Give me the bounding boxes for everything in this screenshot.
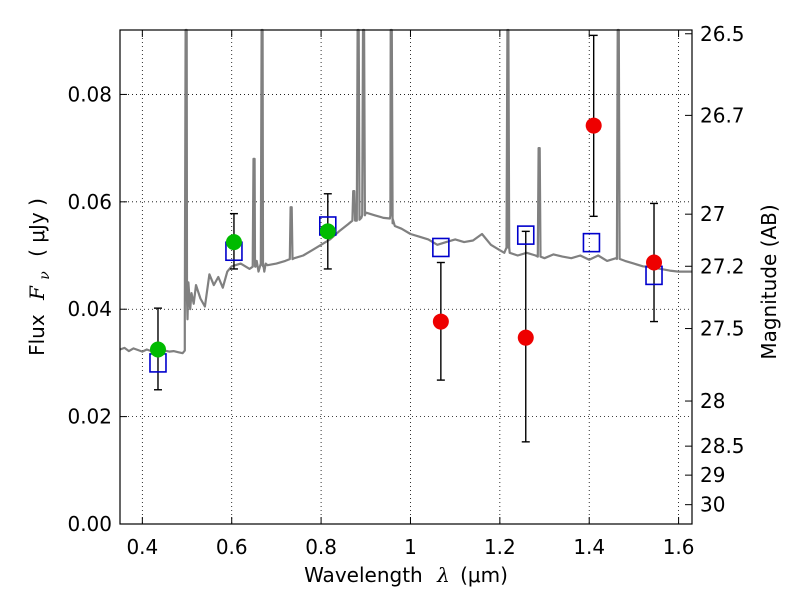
x-tick-label: 1.6: [663, 535, 695, 559]
detection-point: [319, 223, 336, 240]
x-tick-label: 0.6: [216, 535, 248, 559]
right-tick-label: 26.5: [700, 22, 745, 46]
low-significance-point: [646, 254, 663, 271]
y-axis-symbol: F: [25, 285, 49, 301]
grid: [120, 30, 692, 525]
x-tick-label: 1.4: [573, 535, 605, 559]
y-axis-subscript: ν: [37, 271, 53, 280]
right-tick-label: 28.5: [700, 434, 745, 458]
right-tick-label: 28: [700, 389, 725, 413]
plot-frame: [119, 29, 693, 525]
detection-point: [149, 341, 166, 358]
right-tick-label: 26.7: [700, 103, 745, 127]
x-axis-label-text: Wavelength: [304, 563, 423, 587]
x-tick-label: 1.2: [484, 535, 516, 559]
x-tick-label: 1: [404, 535, 417, 559]
y-axis-label: Flux F ν ( μJy ): [25, 198, 54, 356]
x-tick-label: 0.4: [126, 535, 158, 559]
y-tick-label: 0.08: [67, 82, 112, 106]
right-tick-label: 27: [700, 202, 725, 226]
detection-point: [225, 234, 242, 251]
y-tick-label: 0.06: [67, 190, 112, 214]
y-tick-label: 0.04: [67, 297, 112, 321]
template-spectrum: [119, 28, 692, 355]
spectrum-line: [119, 28, 692, 355]
observed-flux-markers: [149, 117, 663, 358]
model-flux-square: [582, 232, 601, 253]
low-significance-point: [432, 313, 449, 330]
model-flux-square: [516, 225, 535, 245]
x-axis-label: Wavelength λ (μm): [304, 563, 508, 587]
right-tick-label: 27.2: [700, 254, 745, 278]
y-axis-unit: ( μJy ): [25, 198, 49, 257]
x-axis-unit: (μm): [460, 563, 508, 587]
right-axis-label: Magnitude (AB): [757, 204, 781, 359]
axes: 0.4 0.6 0.8 1 1.2 1.4 1.6 0.00 0.02 0.04 0.06 0.08 2…: [67, 22, 744, 559]
y-tick-label: 0.02: [67, 405, 112, 429]
right-tick-label: 29: [700, 463, 725, 487]
x-axis-symbol: λ: [436, 563, 450, 587]
model-flux-square: [432, 237, 450, 258]
y-tick-label: 0.00: [67, 512, 112, 536]
right-tick-label: 30: [700, 493, 725, 517]
right-tick-label: 27.5: [700, 317, 745, 341]
x-tick-label: 0.8: [305, 535, 337, 559]
y-axis-label-text: Flux: [25, 314, 49, 356]
low-significance-point: [517, 329, 534, 346]
low-significance-point: [585, 117, 602, 134]
